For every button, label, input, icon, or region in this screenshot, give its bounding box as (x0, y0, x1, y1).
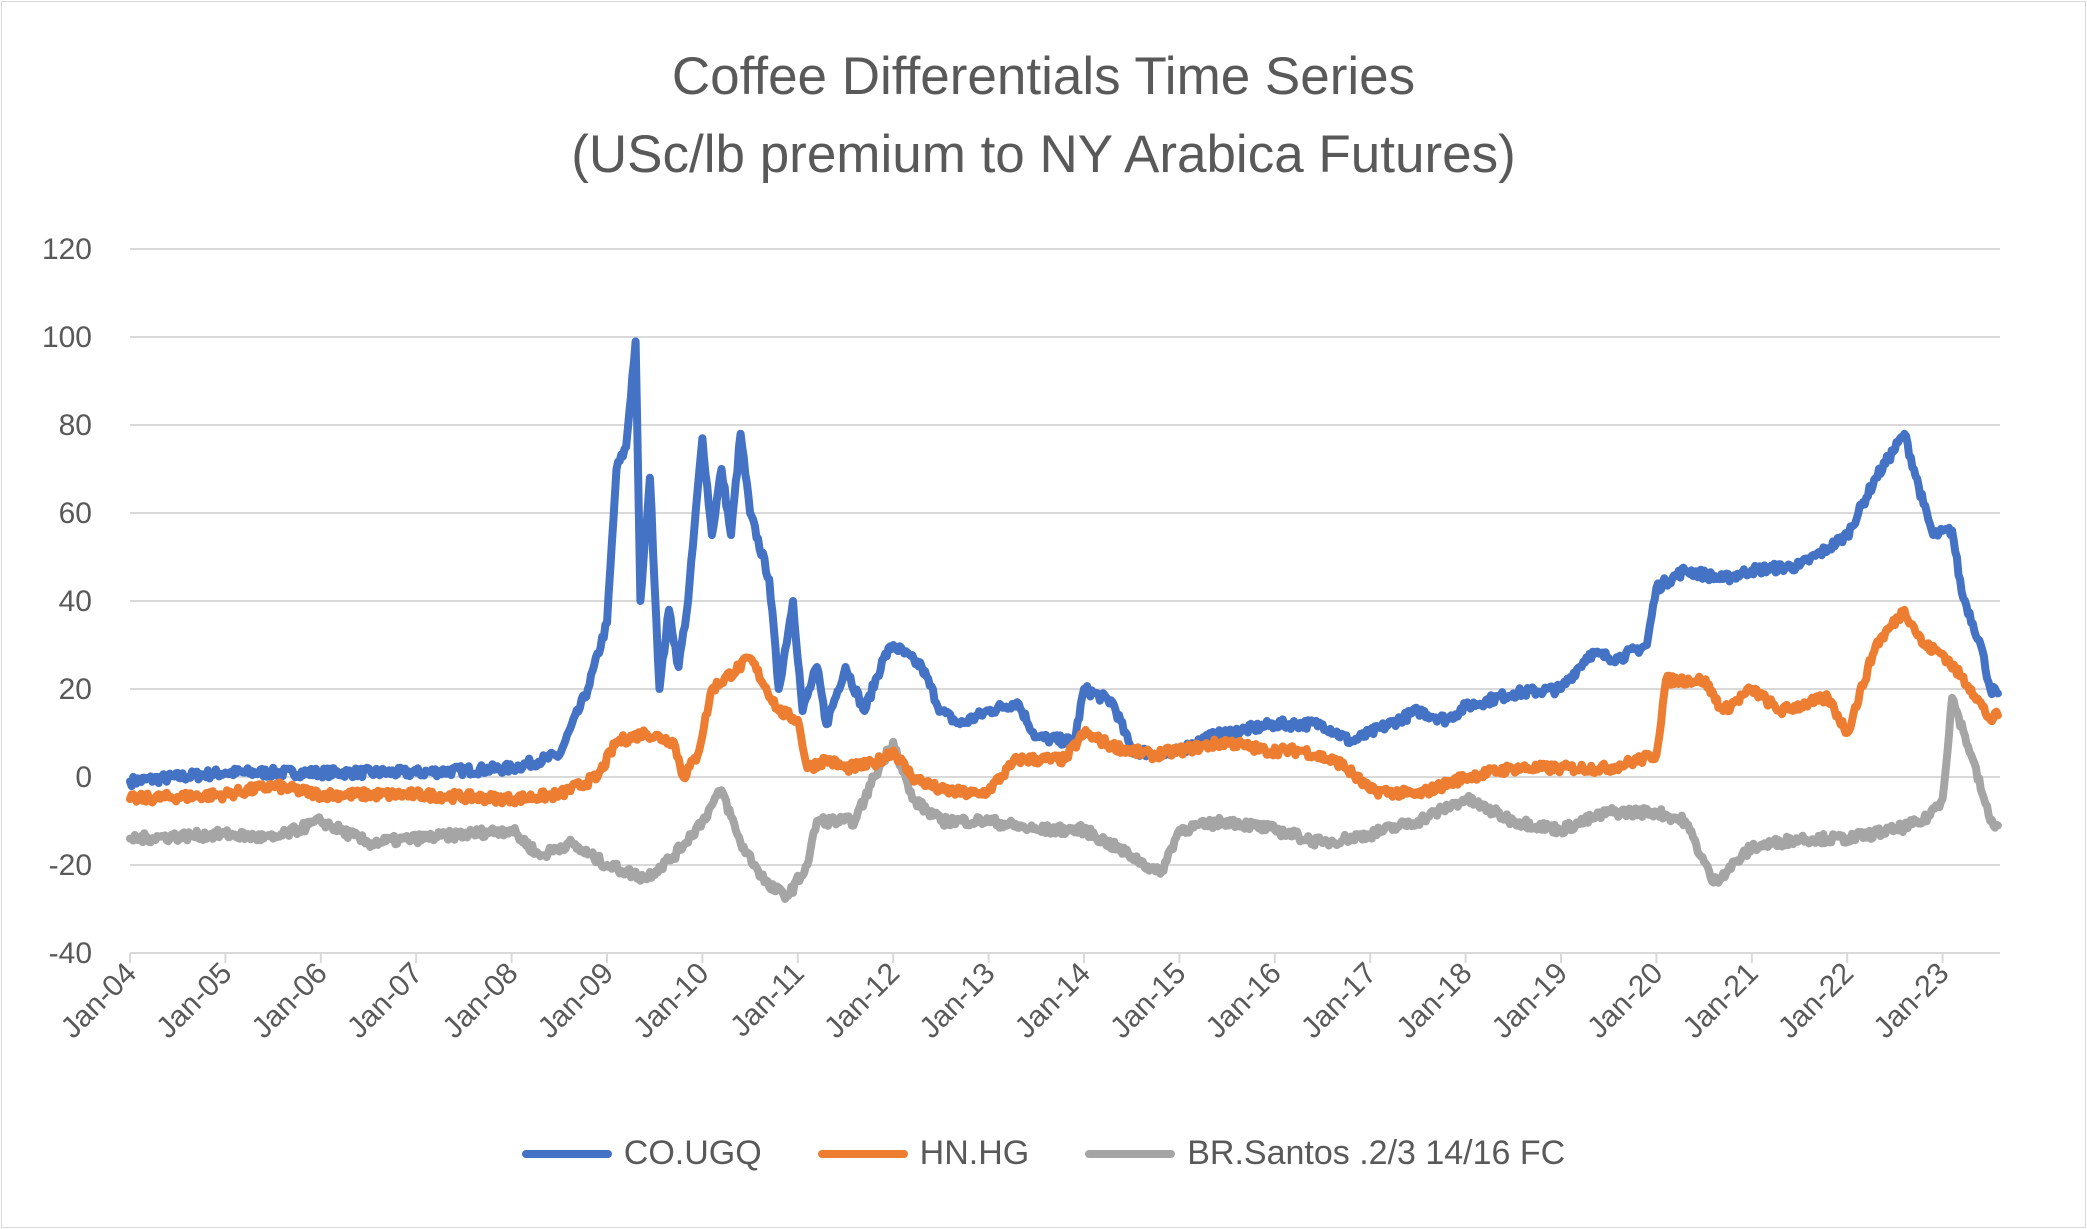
legend-item: HN.HG (817, 1134, 1030, 1173)
x-tick-label: Jan-09 (532, 957, 620, 1045)
chart-subtitle: (USc/lb premium to NY Arabica Futures) (571, 125, 1516, 184)
legend-swatch (817, 1149, 908, 1158)
legend-label: BR.Santos .2/3 14/16 FC (1187, 1134, 1566, 1172)
x-tick-label: Jan-16 (1200, 957, 1288, 1045)
x-tick-label: Jan-13 (913, 957, 1001, 1045)
y-tick-label: 120 (42, 233, 92, 266)
x-tick-label: Jan-12 (818, 957, 906, 1045)
series-line-hn-hg (126, 605, 2002, 808)
x-tick-label: Jan-05 (150, 957, 238, 1045)
x-tick-label: Jan-20 (1581, 957, 1669, 1045)
series-line-co-ugq (126, 337, 2002, 791)
y-tick-label: 60 (59, 497, 92, 530)
y-tick-label: 40 (59, 585, 92, 618)
legend-label: HN.HG (919, 1134, 1030, 1172)
x-tick-label: Jan-18 (1390, 957, 1478, 1045)
x-tick-label: Jan-11 (724, 957, 811, 1044)
legend: CO.UGQ HN.HG BR.Santos .2/3 14/16 FC (0, 1134, 2087, 1173)
x-tick-label: Jan-14 (1009, 957, 1097, 1045)
x-tick-label: Jan-22 (1772, 957, 1860, 1045)
x-tick-label: Jan-08 (436, 957, 524, 1045)
y-tick-label: 0 (75, 761, 92, 794)
series-line-br-santos-2-3-14-16-fc (126, 693, 2002, 903)
x-tick-label: Jan-19 (1486, 957, 1574, 1045)
x-tick-label: Jan-17 (1295, 957, 1383, 1045)
x-tick-label: Jan-07 (341, 957, 429, 1045)
y-tick-label: -40 (49, 937, 92, 970)
y-tick-label: -20 (49, 849, 92, 882)
y-tick-label: 100 (42, 321, 92, 354)
legend-item: BR.Santos .2/3 14/16 FC (1085, 1134, 1565, 1173)
x-tick-label: Jan-21 (1677, 957, 1765, 1045)
x-tick-label: Jan-10 (627, 957, 715, 1045)
chart-title: Coffee Differentials Time Series (671, 47, 1416, 106)
legend-item: CO.UGQ (521, 1134, 762, 1173)
x-tick-label: Jan-15 (1104, 957, 1192, 1045)
legend-label: CO.UGQ (623, 1134, 762, 1172)
x-tick-label: Jan-06 (246, 957, 334, 1045)
y-tick-label: 80 (59, 409, 92, 442)
legend-swatch (1085, 1149, 1176, 1158)
legend-swatch (521, 1149, 612, 1158)
y-tick-label: 20 (59, 673, 92, 706)
x-tick-label: Jan-23 (1867, 957, 1955, 1045)
